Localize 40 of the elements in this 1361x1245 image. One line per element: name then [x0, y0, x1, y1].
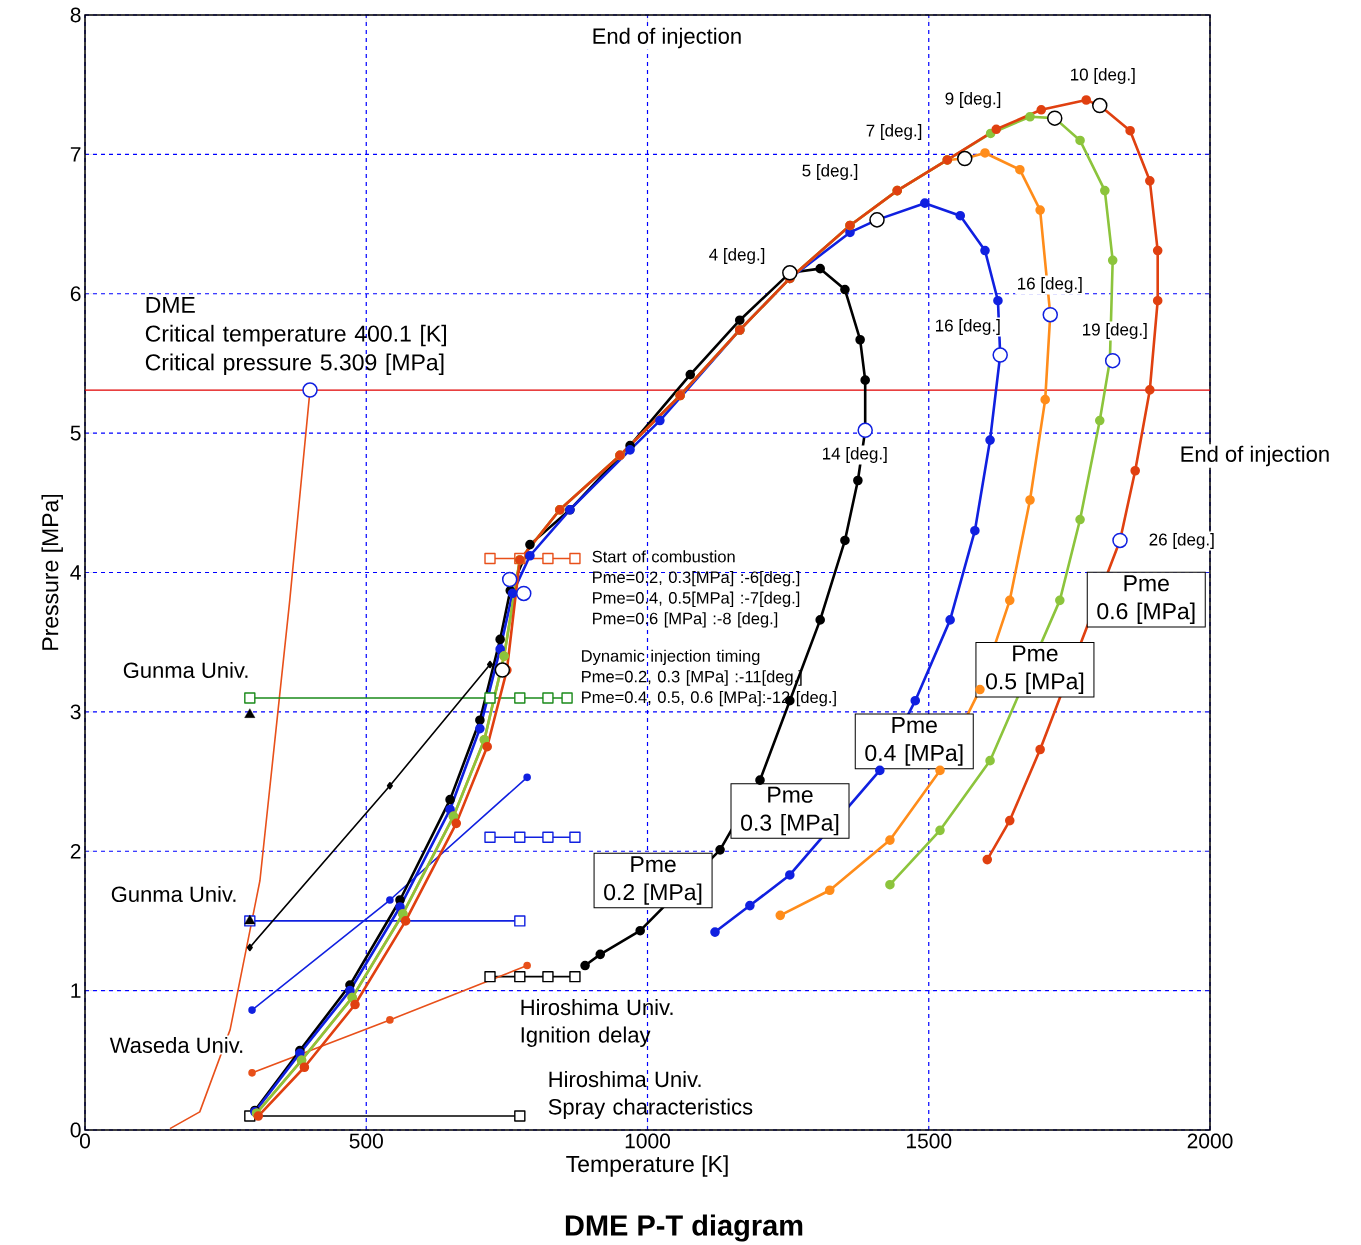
annotation: 19 [deg.] — [1083, 323, 1147, 339]
annotation: 26 [deg.] — [1149, 533, 1214, 549]
annotation: Gunma Univ. — [111, 885, 236, 903]
annotation: Hiroshima Univ. Ignition delay — [521, 998, 673, 1047]
y-tick-label: 3 — [70, 704, 81, 720]
annotation: End of injection — [1181, 445, 1329, 467]
annotation: 16 [deg.] — [1018, 277, 1082, 293]
y-tick-label: 2 — [70, 843, 81, 859]
annotation: Hiroshima Univ. Spray characteristics — [548, 1070, 753, 1119]
x-tick-label: 2000 — [1187, 1133, 1233, 1149]
annotation: Start of combustion Pme=0.2, 0.3[MPa] :-6[deg.] Pme=0.4, 0.5[MPa] :-7[deg.] Pme=0.6 [MPa] :-8 [deg.] — [592, 550, 800, 628]
y-tick-label: 7 — [70, 147, 81, 162]
y-axis-title: Pressure [MPa] — [41, 494, 63, 650]
y-tick-label: 8 — [70, 7, 81, 23]
annotation: 5 [deg.] — [802, 164, 858, 180]
annotation: DME Critical temperature 400.1 [K] Critical pressure 5.309 [MPa] — [145, 296, 446, 376]
series-label: Pme 0.3 [MPa] — [741, 786, 839, 836]
y-tick-label: 5 — [70, 425, 81, 441]
annotation: End of injection — [593, 27, 741, 49]
x-tick-label: 1000 — [625, 1133, 671, 1149]
x-tick-label: 1500 — [907, 1133, 952, 1149]
x-axis-title: Temperature [K] — [566, 1155, 728, 1177]
annotation: 14 [deg.] — [823, 447, 887, 463]
series-label: Pme 0.5 [MPa] — [985, 645, 1084, 694]
annotation: Gunma Univ. — [123, 661, 248, 679]
annotation: 7 [deg.] — [866, 124, 922, 140]
annotation: 16 [deg.] — [936, 319, 1000, 335]
series-label: Pme 0.2 [MPa] — [604, 856, 702, 905]
y-tick-label: 6 — [70, 286, 81, 302]
text: DME P-T diagram — [565, 1214, 803, 1242]
annotation: 10 [deg.] — [1071, 68, 1135, 84]
y-tick-label: 0 — [70, 1122, 81, 1138]
series-label: Pme 0.4 [MPa] — [865, 717, 963, 766]
series-label: Pme 0.6 [MPa] — [1097, 575, 1195, 624]
annotation: 4 [deg.] — [709, 248, 765, 264]
annotation: 9 [deg.] — [945, 92, 1001, 108]
y-tick-label: 1 — [71, 983, 81, 998]
y-tick-label: 4 — [70, 565, 81, 580]
x-tick-label: 500 — [349, 1133, 383, 1149]
annotation: Waseda Univ. — [109, 1036, 243, 1054]
